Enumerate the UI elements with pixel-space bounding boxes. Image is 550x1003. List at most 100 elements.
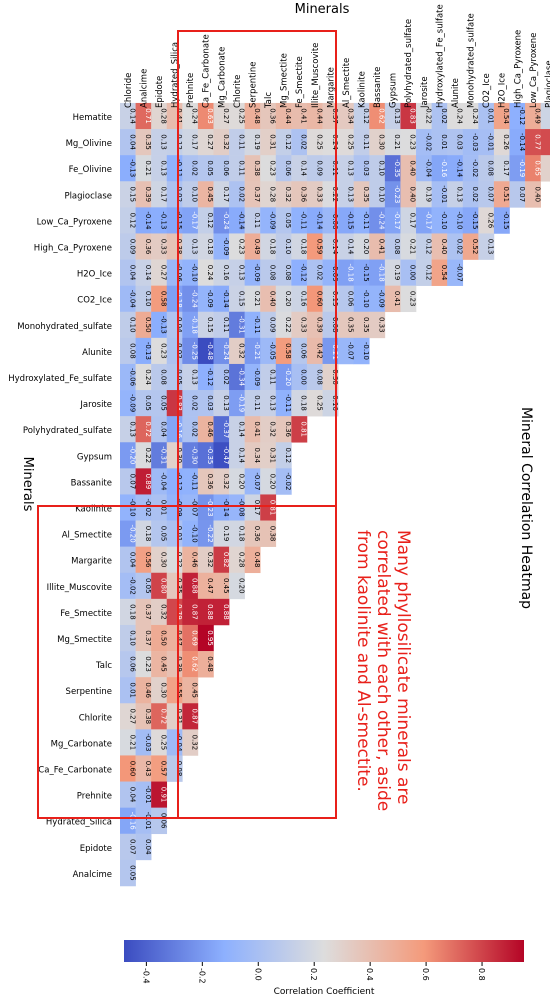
heatmap-cell — [151, 129, 168, 156]
row-label: Hydrated_Silica — [46, 818, 112, 828]
cell-value: 0.12 — [128, 213, 136, 229]
heatmap-cell — [229, 102, 245, 130]
cell-value: 0.19 — [424, 187, 432, 203]
heatmap-cell — [369, 129, 386, 156]
row-label: Talc — [95, 661, 112, 671]
cell-value: 0.23 — [159, 343, 167, 359]
heatmap-cell — [151, 546, 168, 574]
cell-value: 0.06 — [284, 160, 292, 176]
cell-value: 0.38 — [175, 239, 183, 255]
heatmap-cell — [151, 181, 168, 208]
heatmap-cell — [260, 442, 277, 469]
heatmap-cell — [213, 207, 230, 234]
cell-value: 0.26 — [502, 134, 510, 150]
cell-value: 0.41 — [393, 291, 401, 307]
heatmap-cell — [447, 233, 464, 260]
row-label: Plagioclase — [64, 191, 112, 201]
heatmap-cell — [369, 311, 386, 339]
heatmap-cell — [182, 442, 199, 469]
cell-value: 0.51 — [502, 187, 510, 203]
cell-value: -0.16 — [175, 420, 183, 439]
heatmap-cell — [275, 468, 292, 495]
column-label: High_Ca_Pyroxene — [513, 30, 523, 108]
heatmap-cell — [306, 181, 323, 208]
heatmap-cell — [369, 259, 386, 286]
heatmap-cell — [182, 129, 199, 156]
heatmap-cell — [151, 390, 168, 417]
cell-value: -0.02 — [424, 133, 432, 151]
cell-value: 0.13 — [191, 239, 199, 255]
cell-value: -0.01 — [144, 786, 152, 804]
heatmap-cell — [338, 259, 354, 286]
cell-value: 0.04 — [159, 421, 167, 437]
heatmap-cell — [120, 233, 136, 260]
cell-value: 0.05 — [206, 160, 214, 176]
heatmap-cell — [462, 155, 479, 182]
cell-value: -0.09 — [128, 394, 136, 412]
heatmap-cell — [306, 207, 323, 234]
cell-value: -0.20 — [128, 446, 136, 464]
cell-value: 0.32 — [269, 421, 277, 437]
heatmap-cell — [353, 129, 370, 156]
cell-value: 0.19 — [393, 265, 401, 281]
cell-value: 0.21 — [393, 134, 401, 150]
annotation-line: correlated with each other, aside — [373, 530, 393, 811]
heatmap-cell — [416, 207, 432, 234]
cell-value: 0.54 — [440, 265, 448, 281]
heatmap-cell — [462, 233, 479, 260]
heatmap-cell — [135, 102, 152, 130]
heatmap-cell — [493, 181, 510, 208]
row-label: Bassanite — [71, 478, 112, 488]
cell-value: 0.08 — [128, 343, 136, 359]
heatmap-cell — [182, 207, 199, 234]
cell-value: 0.27 — [222, 108, 230, 124]
heatmap-cell — [182, 337, 199, 365]
cell-value: -0.11 — [284, 394, 292, 412]
heatmap-cell — [353, 311, 370, 339]
cell-value: -0.11 — [300, 211, 308, 229]
heatmap-cell — [493, 155, 510, 182]
heatmap-cell — [229, 468, 245, 495]
cell-value: 0.30 — [159, 552, 167, 568]
heatmap-cell — [120, 807, 136, 835]
cell-value: -0.21 — [331, 342, 339, 360]
heatmap-cell — [447, 129, 464, 156]
cell-value: 0.15 — [331, 291, 339, 307]
row-label: Jarosite — [79, 400, 112, 410]
cell-value: 0.11 — [237, 134, 245, 150]
heatmap-cell — [306, 390, 323, 417]
heatmap-cell — [369, 285, 386, 313]
heatmap-cell — [244, 494, 261, 521]
cell-value: 0.31 — [175, 709, 183, 725]
cell-value: 0.08 — [269, 265, 277, 281]
cell-value: -0.17 — [424, 211, 432, 229]
cell-value: -0.09 — [378, 290, 386, 308]
cell-value: -0.13 — [159, 316, 167, 334]
heatmap-cell — [322, 337, 339, 365]
cell-value: -0.07 — [191, 498, 199, 516]
heatmap-cell — [400, 285, 417, 313]
heatmap-cell — [213, 546, 230, 574]
column-label: Analcime — [139, 69, 149, 108]
column-label: Kaolinite — [357, 71, 367, 108]
heatmap-cell — [275, 181, 292, 208]
cell-value: 0.45 — [191, 682, 199, 698]
heatmap-cell — [213, 233, 230, 260]
heatmap-cell — [151, 337, 168, 365]
heatmap-cell — [229, 155, 245, 182]
row-labels: Hematite Mg_Olivine Fe_Olivine Plagioclase L… — [8, 113, 112, 880]
cell-value: 0.20 — [269, 474, 277, 490]
cell-value: 0.57 — [159, 761, 167, 777]
cell-value: 0.02 — [300, 134, 308, 150]
heatmap-cell — [182, 155, 199, 182]
heatmap-cell — [384, 207, 401, 234]
cell-value: 0.40 — [533, 187, 541, 203]
row-label: H2O_Ice — [77, 270, 112, 280]
heatmap-cell — [197, 259, 214, 286]
heatmap-cell — [182, 651, 199, 678]
heatmap-cell — [306, 259, 323, 286]
heatmap-cell — [353, 285, 370, 313]
cell-value: 0.30 — [159, 682, 167, 698]
heatmap-cell — [416, 181, 432, 208]
